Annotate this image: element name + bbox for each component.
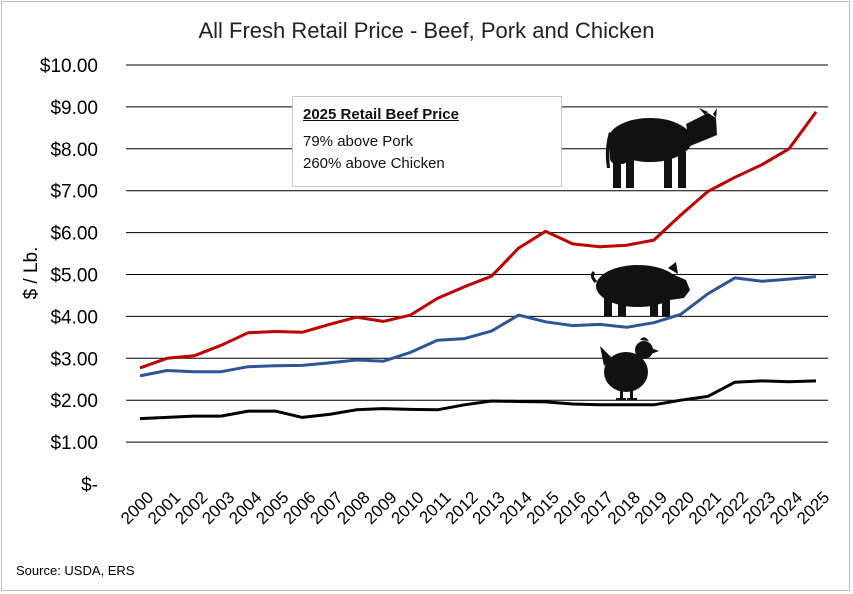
y-tick-labels: $- $1.00 $2.00 $3.00 $4.00 $5.00 $6.00 $7.00 $8.… <box>40 56 98 496</box>
cow-icon <box>605 108 717 188</box>
y-tick-label: $6.00 <box>50 224 98 245</box>
chart-title: All Fresh Retail Price - Beef, Pork and … <box>198 18 655 43</box>
annotation-heading: 2025 Retail Beef Price <box>303 106 459 123</box>
y-tick-label: $3.00 <box>50 349 98 370</box>
y-tick-label: $1.00 <box>50 433 98 454</box>
y-tick-label: $5.00 <box>50 266 98 287</box>
gridlines <box>126 64 828 443</box>
y-tick-label: $10.00 <box>40 56 98 77</box>
annotation-line-pork: 79% above Pork <box>303 133 414 150</box>
chicken-icon <box>600 337 659 400</box>
series-lines <box>139 111 818 421</box>
y-tick-label: $4.00 <box>50 307 98 328</box>
y-tick-label: $- <box>81 475 98 496</box>
source-note: Source: USDA, ERS <box>16 563 135 578</box>
y-tick-label: $7.00 <box>50 182 98 203</box>
chicken-price-line <box>139 379 817 421</box>
y-tick-label: $2.00 <box>50 391 98 412</box>
annotation-box: 2025 Retail Beef Price 79% above Pork 26… <box>292 96 562 187</box>
y-tick-label: $9.00 <box>50 98 98 119</box>
pig-icon <box>590 262 690 316</box>
x-tick-labels: 2000200120022003200420052006200720082009… <box>117 488 833 528</box>
y-tick-label: $8.00 <box>50 140 98 161</box>
pork-price-line <box>139 275 817 378</box>
x-tick-label: 2025 <box>793 488 833 528</box>
annotation-line-chicken: 260% above Chicken <box>303 155 445 172</box>
beef-price-line <box>139 111 818 370</box>
